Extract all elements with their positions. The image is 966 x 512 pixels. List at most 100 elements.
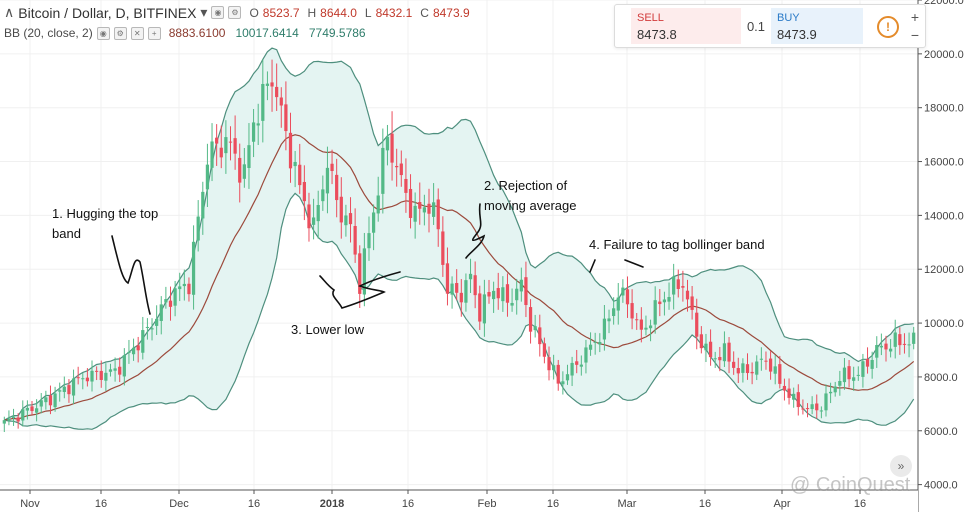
candle xyxy=(865,347,870,374)
candle-body xyxy=(875,345,879,358)
candle xyxy=(810,396,814,415)
bollinger-bands xyxy=(4,47,915,430)
candle xyxy=(722,331,727,367)
candle xyxy=(464,273,468,312)
candle xyxy=(524,261,528,318)
more-icon[interactable]: + xyxy=(147,26,161,40)
candle xyxy=(293,150,297,188)
sell-button[interactable]: SELL 8473.8 xyxy=(631,8,741,44)
candle xyxy=(233,115,237,170)
increase-button[interactable]: + xyxy=(910,9,920,25)
candle-body xyxy=(602,318,607,340)
candle xyxy=(408,174,413,229)
candle xyxy=(658,289,662,317)
candle xyxy=(431,183,436,225)
candle xyxy=(219,125,223,169)
basis-line xyxy=(4,134,915,421)
candle xyxy=(492,281,496,313)
candle-body xyxy=(191,241,196,295)
candle-body xyxy=(288,132,293,169)
candle xyxy=(335,158,339,218)
candle xyxy=(316,190,320,239)
candle-body xyxy=(828,391,833,394)
candle xyxy=(833,381,837,397)
candle-body xyxy=(16,417,20,422)
candle xyxy=(35,399,39,422)
candles xyxy=(2,59,916,433)
candle-body xyxy=(182,283,186,287)
candle-body xyxy=(741,363,745,373)
scroll-to-end-button[interactable]: » xyxy=(890,455,912,477)
candle xyxy=(71,369,76,405)
candle xyxy=(418,182,422,225)
candle xyxy=(58,382,62,402)
candle-body xyxy=(644,327,648,330)
candle xyxy=(621,279,625,303)
candle-body xyxy=(67,385,71,395)
y-tick-label: 8000.0 xyxy=(924,372,958,384)
candle xyxy=(861,353,865,388)
candle-body xyxy=(219,147,223,158)
candle xyxy=(95,366,99,381)
candle xyxy=(662,291,667,316)
ohlc-low-value: 8432.1 xyxy=(375,5,413,20)
info-icon[interactable]: ! xyxy=(877,16,899,38)
candle xyxy=(247,123,251,189)
x-tick-label: Apr xyxy=(773,498,790,510)
candle xyxy=(159,296,163,335)
candle-body xyxy=(187,283,191,295)
candle xyxy=(399,150,403,187)
candle-body xyxy=(275,86,279,98)
candle xyxy=(325,146,330,214)
candle xyxy=(118,357,122,383)
candle-body xyxy=(90,370,94,382)
candle xyxy=(90,360,94,392)
candle-body xyxy=(755,361,759,375)
candle xyxy=(16,413,20,429)
candle xyxy=(768,351,773,380)
indicator-row: BB (20, close, 2) ◉ ⚙ ✕ + 8883.6100 1001… xyxy=(4,26,366,40)
candle xyxy=(178,272,182,302)
candle xyxy=(792,387,796,408)
visibility-icon[interactable]: ◉ xyxy=(211,6,225,19)
visibility-icon[interactable]: ◉ xyxy=(96,26,110,40)
candle-body xyxy=(639,319,643,330)
candle-body xyxy=(464,280,468,303)
settings-icon[interactable]: ⚙ xyxy=(228,6,242,19)
candle-body xyxy=(547,357,551,371)
collapse-chevron-icon[interactable]: ∧ xyxy=(4,4,15,20)
candle-body xyxy=(588,344,593,350)
buy-button[interactable]: BUY 8473.9 xyxy=(771,8,863,44)
candle xyxy=(496,272,500,310)
remove-icon[interactable]: ✕ xyxy=(130,26,144,40)
candle xyxy=(62,376,66,399)
candle xyxy=(838,370,842,396)
candle xyxy=(773,355,777,385)
candle-body xyxy=(796,392,800,408)
decrease-button[interactable]: − xyxy=(910,27,920,43)
sell-price: 8473.8 xyxy=(637,27,677,42)
settings-icon[interactable]: ⚙ xyxy=(113,26,127,40)
ohlc-high-value: 8644.0 xyxy=(320,5,357,20)
candle xyxy=(455,269,459,301)
candle xyxy=(145,318,150,340)
candle xyxy=(224,120,228,174)
candle-body xyxy=(58,390,62,392)
candle-body xyxy=(552,365,556,371)
candle-body xyxy=(612,308,616,317)
candle-body xyxy=(478,293,482,322)
candle xyxy=(561,371,565,395)
candle-body xyxy=(362,248,366,295)
candle-body xyxy=(113,368,117,371)
candle-body xyxy=(732,361,736,368)
ohlc-open-value: 8523.7 xyxy=(262,5,300,20)
candle xyxy=(727,337,731,374)
candle-body xyxy=(279,97,283,106)
candle-body xyxy=(321,189,325,202)
candle-body xyxy=(847,366,851,380)
candle xyxy=(131,338,136,361)
dropdown-chevron-icon[interactable]: ▾ xyxy=(200,4,208,20)
candle-body xyxy=(561,381,565,385)
candle xyxy=(528,299,533,344)
